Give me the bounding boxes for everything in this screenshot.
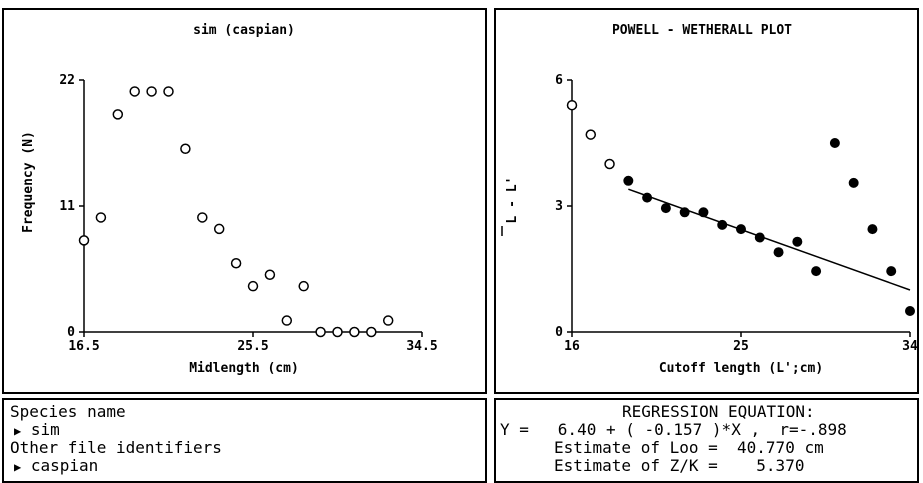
x-tick-label: 34.5 xyxy=(406,339,437,354)
data-point xyxy=(112,109,124,120)
x-tick-label: 25.5 xyxy=(237,339,268,354)
data-point xyxy=(315,326,326,338)
y-tick-label: 6 xyxy=(555,73,563,88)
x-axis-label: Midlength (cm) xyxy=(189,361,299,376)
y-tick-label: 0 xyxy=(67,325,75,340)
data-point xyxy=(213,223,225,235)
zk-estimate: Estimate of Z/K = 5.370 xyxy=(554,456,805,475)
file-identifier-row: ▶ caspian xyxy=(14,456,98,477)
data-point xyxy=(349,326,360,338)
data-point xyxy=(129,86,140,97)
chart-title: sim (caspian) xyxy=(193,23,295,38)
filled-data-point xyxy=(754,232,765,243)
data-point xyxy=(298,280,309,292)
filled-data-point xyxy=(736,224,746,235)
data-point xyxy=(366,326,377,338)
x-tick-label: 25 xyxy=(733,339,749,354)
filled-data-point xyxy=(905,306,915,316)
open-data-point xyxy=(585,129,597,140)
filled-data-point xyxy=(642,192,653,203)
x-tick-label: 16.5 xyxy=(68,339,99,354)
data-point xyxy=(382,315,394,326)
linf-estimate: Estimate of Loo = 40.770 cm xyxy=(554,438,824,457)
data-point xyxy=(197,212,208,223)
filled-data-point xyxy=(623,175,634,186)
species-name-value: sim xyxy=(30,420,60,439)
y-tick-label: 22 xyxy=(59,73,75,88)
y-tick-label: 11 xyxy=(59,199,75,214)
powell-wetherall-chart: POWELL - WETHERALL PLOT Cutoff length (L… xyxy=(501,23,918,376)
filled-data-point xyxy=(811,266,822,277)
y-axis-label: Frequency (N) xyxy=(21,131,36,233)
filled-data-point xyxy=(848,177,859,188)
data-point xyxy=(95,212,107,223)
y-axis-label: L - L' xyxy=(505,177,520,224)
filled-data-point xyxy=(660,203,671,214)
axes: 0 3 6 16 25 34 xyxy=(555,73,918,354)
regression-line xyxy=(628,188,911,291)
data-point xyxy=(281,315,293,326)
data-point xyxy=(146,86,157,97)
file-identifiers-label: Other file identifiers xyxy=(10,438,222,457)
powell-wetherall-panel: POWELL - WETHERALL PLOT Cutoff length (L… xyxy=(494,8,919,394)
arrow-right-icon: ▶ xyxy=(14,424,22,438)
open-data-point xyxy=(566,99,578,111)
data-point xyxy=(247,280,259,292)
regression-panel: REGRESSION EQUATION: Y = 6.40 + ( -0.157… xyxy=(494,398,919,483)
data-points xyxy=(78,86,394,338)
open-data-point xyxy=(604,158,615,170)
filled-data-point xyxy=(867,224,878,235)
frequency-chart-panel: sim (caspian) Midlength (cm) Frequency (… xyxy=(2,8,487,394)
data-point xyxy=(264,269,276,280)
filled-data-point xyxy=(829,138,840,148)
data-point xyxy=(180,143,191,154)
filled-data-point xyxy=(698,207,709,218)
regression-equation: Y = 6.40 + ( -0.157 )*X , r=-.898 xyxy=(500,420,847,439)
species-name-label: Species name xyxy=(10,402,126,421)
y-tick-label: 0 xyxy=(555,325,563,340)
chart-title: POWELL - WETHERALL PLOT xyxy=(612,23,792,38)
axes: 0 11 22 16.5 25.5 34.5 xyxy=(59,73,437,354)
y-axis-label-group: L - L' xyxy=(501,177,520,236)
x-axis-label: Cutoff length (L';cm) xyxy=(659,361,823,376)
filled-data-point xyxy=(717,219,728,230)
file-info-panel: Species name ▶ sim Other file identifier… xyxy=(2,398,487,483)
y-tick-label: 3 xyxy=(555,199,563,214)
regression-heading: REGRESSION EQUATION: xyxy=(622,402,815,421)
filled-data-point xyxy=(773,247,784,258)
x-tick-label: 34 xyxy=(902,339,917,354)
data-point xyxy=(332,326,343,338)
species-name-row: ▶ sim xyxy=(14,420,60,441)
arrow-right-icon: ▶ xyxy=(14,460,22,474)
filled-data-point xyxy=(679,207,690,218)
data-point xyxy=(78,235,90,246)
x-tick-label: 16 xyxy=(564,339,580,354)
data-point xyxy=(230,258,242,269)
data-points xyxy=(566,99,915,316)
filled-data-point xyxy=(886,266,897,277)
file-identifier-value: caspian xyxy=(30,456,99,475)
frequency-chart: sim (caspian) Midlength (cm) Frequency (… xyxy=(21,23,438,376)
data-point xyxy=(163,86,174,97)
filled-data-point xyxy=(792,236,803,247)
